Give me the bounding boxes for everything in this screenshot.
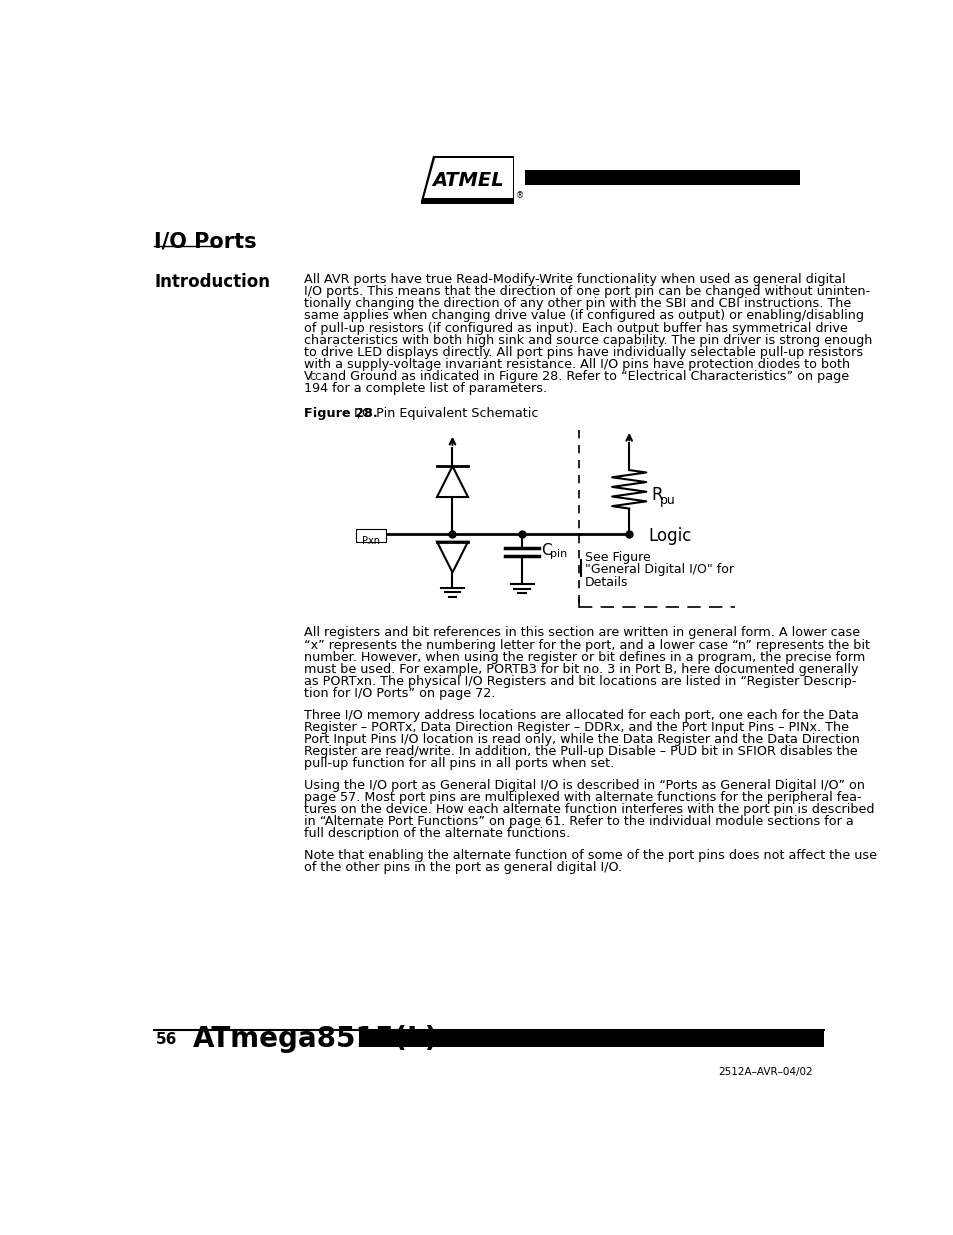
Text: Figure 28.: Figure 28. <box>303 406 377 420</box>
Text: characteristics with both high sink and source capability. The pin driver is str: characteristics with both high sink and … <box>303 333 871 347</box>
Polygon shape <box>423 158 513 199</box>
Text: I/O Pin Equivalent Schematic: I/O Pin Equivalent Schematic <box>345 406 537 420</box>
Polygon shape <box>421 156 514 200</box>
Polygon shape <box>436 466 468 496</box>
Text: in “Alternate Port Functions” on page 61. Refer to the individual module section: in “Alternate Port Functions” on page 61… <box>303 815 853 829</box>
Text: Logic: Logic <box>648 526 691 545</box>
Text: and Ground as indicated in Figure 28. Refer to “Electrical Characteristics” on p: and Ground as indicated in Figure 28. Re… <box>317 370 848 383</box>
Text: ATmega8515(L): ATmega8515(L) <box>193 1025 437 1053</box>
Text: Register – PORTx, Data Direction Register – DDRx, and the Port Input Pins – PINx: Register – PORTx, Data Direction Registe… <box>303 721 848 734</box>
Text: tion for I/O Ports” on page 72.: tion for I/O Ports” on page 72. <box>303 687 495 700</box>
Text: CC: CC <box>310 373 322 383</box>
Text: Note that enabling the alternate function of some of the port pins does not affe: Note that enabling the alternate functio… <box>303 848 876 862</box>
Text: with a supply-voltage invariant resistance. All I/O pins have protection diodes : with a supply-voltage invariant resistan… <box>303 358 849 370</box>
Text: See Figure: See Figure <box>584 551 650 564</box>
Text: ATMEL: ATMEL <box>432 170 503 190</box>
Text: "General Digital I/O" for: "General Digital I/O" for <box>584 563 733 577</box>
Text: pin: pin <box>550 550 567 559</box>
FancyBboxPatch shape <box>356 530 385 542</box>
Text: full description of the alternate functions.: full description of the alternate functi… <box>303 827 569 840</box>
Text: R: R <box>650 487 661 504</box>
Text: 194 for a complete list of parameters.: 194 for a complete list of parameters. <box>303 383 546 395</box>
Text: Pxn: Pxn <box>362 536 379 546</box>
Polygon shape <box>436 542 468 573</box>
FancyBboxPatch shape <box>359 1031 823 1047</box>
Text: V: V <box>303 370 313 383</box>
Text: 56: 56 <box>155 1031 177 1046</box>
Text: pu: pu <box>659 494 676 508</box>
Text: Using the I/O port as General Digital I/O is described in “Ports as General Digi: Using the I/O port as General Digital I/… <box>303 779 863 792</box>
Text: number. However, when using the register or bit defines in a program, the precis: number. However, when using the register… <box>303 651 864 663</box>
Text: must be used. For example, PORTB3 for bit no. 3 in Port B, here documented gener: must be used. For example, PORTB3 for bi… <box>303 663 858 676</box>
Text: 2512A–AVR–04/02: 2512A–AVR–04/02 <box>718 1067 812 1077</box>
Text: as PORTxn. The physical I/O Registers and bit locations are listed in “Register : as PORTxn. The physical I/O Registers an… <box>303 676 855 688</box>
Text: “x” represents the numbering letter for the port, and a lower case “n” represent: “x” represents the numbering letter for … <box>303 638 869 652</box>
Text: I/O Ports: I/O Ports <box>154 231 256 252</box>
Text: Register are read/write. In addition, the Pull-up Disable – PUD bit in SFIOR dis: Register are read/write. In addition, th… <box>303 745 857 758</box>
FancyBboxPatch shape <box>421 200 514 204</box>
Text: Details: Details <box>584 577 628 589</box>
Text: Port Input Pins I/O location is read only, while the Data Register and the Data : Port Input Pins I/O location is read onl… <box>303 732 859 746</box>
Text: tures on the device. How each alternate function interferes with the port pin is: tures on the device. How each alternate … <box>303 803 873 816</box>
Text: pull-up function for all pins in all ports when set.: pull-up function for all pins in all por… <box>303 757 614 771</box>
Text: page 57. Most port pins are multiplexed with alternate functions for the periphe: page 57. Most port pins are multiplexed … <box>303 790 861 804</box>
Text: of pull-up resistors (if configured as input). Each output buffer has symmetrica: of pull-up resistors (if configured as i… <box>303 321 846 335</box>
Text: All AVR ports have true Read-Modify-Write functionality when used as general dig: All AVR ports have true Read-Modify-Writ… <box>303 273 844 287</box>
Text: Three I/O memory address locations are allocated for each port, one each for the: Three I/O memory address locations are a… <box>303 709 858 721</box>
Text: to drive LED displays directly. All port pins have individually selectable pull-: to drive LED displays directly. All port… <box>303 346 862 359</box>
Text: tionally changing the direction of any other pin with the SBI and CBI instructio: tionally changing the direction of any o… <box>303 298 850 310</box>
FancyBboxPatch shape <box>525 169 800 185</box>
Text: C: C <box>541 542 552 558</box>
Text: All registers and bit references in this section are written in general form. A : All registers and bit references in this… <box>303 626 859 640</box>
Text: I/O ports. This means that the direction of one port pin can be changed without : I/O ports. This means that the direction… <box>303 285 869 298</box>
Text: ®: ® <box>516 191 524 200</box>
Text: same applies when changing drive value (if configured as output) or enabling/dis: same applies when changing drive value (… <box>303 310 862 322</box>
Text: of the other pins in the port as general digital I/O.: of the other pins in the port as general… <box>303 861 621 874</box>
Text: Introduction: Introduction <box>154 273 270 291</box>
